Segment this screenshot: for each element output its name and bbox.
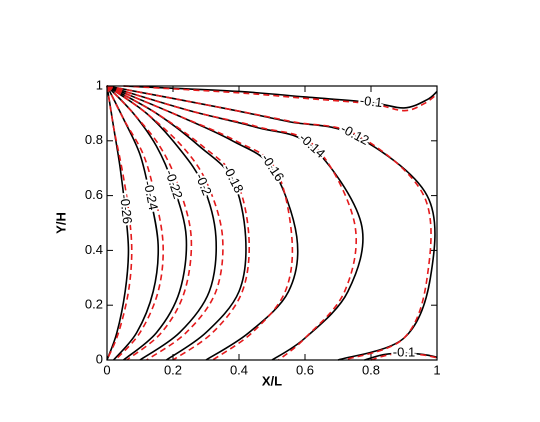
x-tick-label: 0.4 — [230, 362, 248, 377]
x-tick-label: 1 — [433, 362, 440, 377]
contour-line — [364, 352, 438, 361]
contour-line — [106, 85, 165, 361]
y-tick-label: 0.8 — [85, 132, 103, 147]
y-tick-label: 1 — [96, 77, 103, 92]
contour-line — [106, 85, 250, 361]
contour-line — [123, 85, 438, 109]
contour-line — [123, 85, 438, 112]
x-axis-title: X/L — [262, 373, 282, 388]
contour-line — [106, 85, 224, 361]
contour-label: -0.26 — [117, 194, 135, 225]
plot-area — [107, 86, 437, 360]
contour-line — [106, 85, 357, 361]
contour-line — [106, 85, 133, 361]
contour-line — [370, 353, 438, 361]
x-tick-label: 0 — [103, 362, 110, 377]
y-tick-label: 0.2 — [85, 297, 103, 312]
x-tick-label: 0.8 — [362, 362, 380, 377]
contour-line — [106, 85, 193, 361]
contour-label: -0.1 — [393, 345, 415, 360]
x-tick-label: 0.2 — [164, 362, 182, 377]
plot-frame — [106, 85, 438, 361]
y-axis-title: Y/H — [53, 212, 68, 234]
y-tick-label: 0.6 — [85, 187, 103, 202]
x-tick-label: 0.6 — [296, 362, 314, 377]
y-tick-label: 0 — [96, 351, 103, 366]
contour-label: -0.1 — [359, 93, 383, 110]
contour-line — [106, 85, 294, 361]
y-tick-label: 0.4 — [85, 242, 103, 257]
contour-line — [106, 85, 432, 361]
